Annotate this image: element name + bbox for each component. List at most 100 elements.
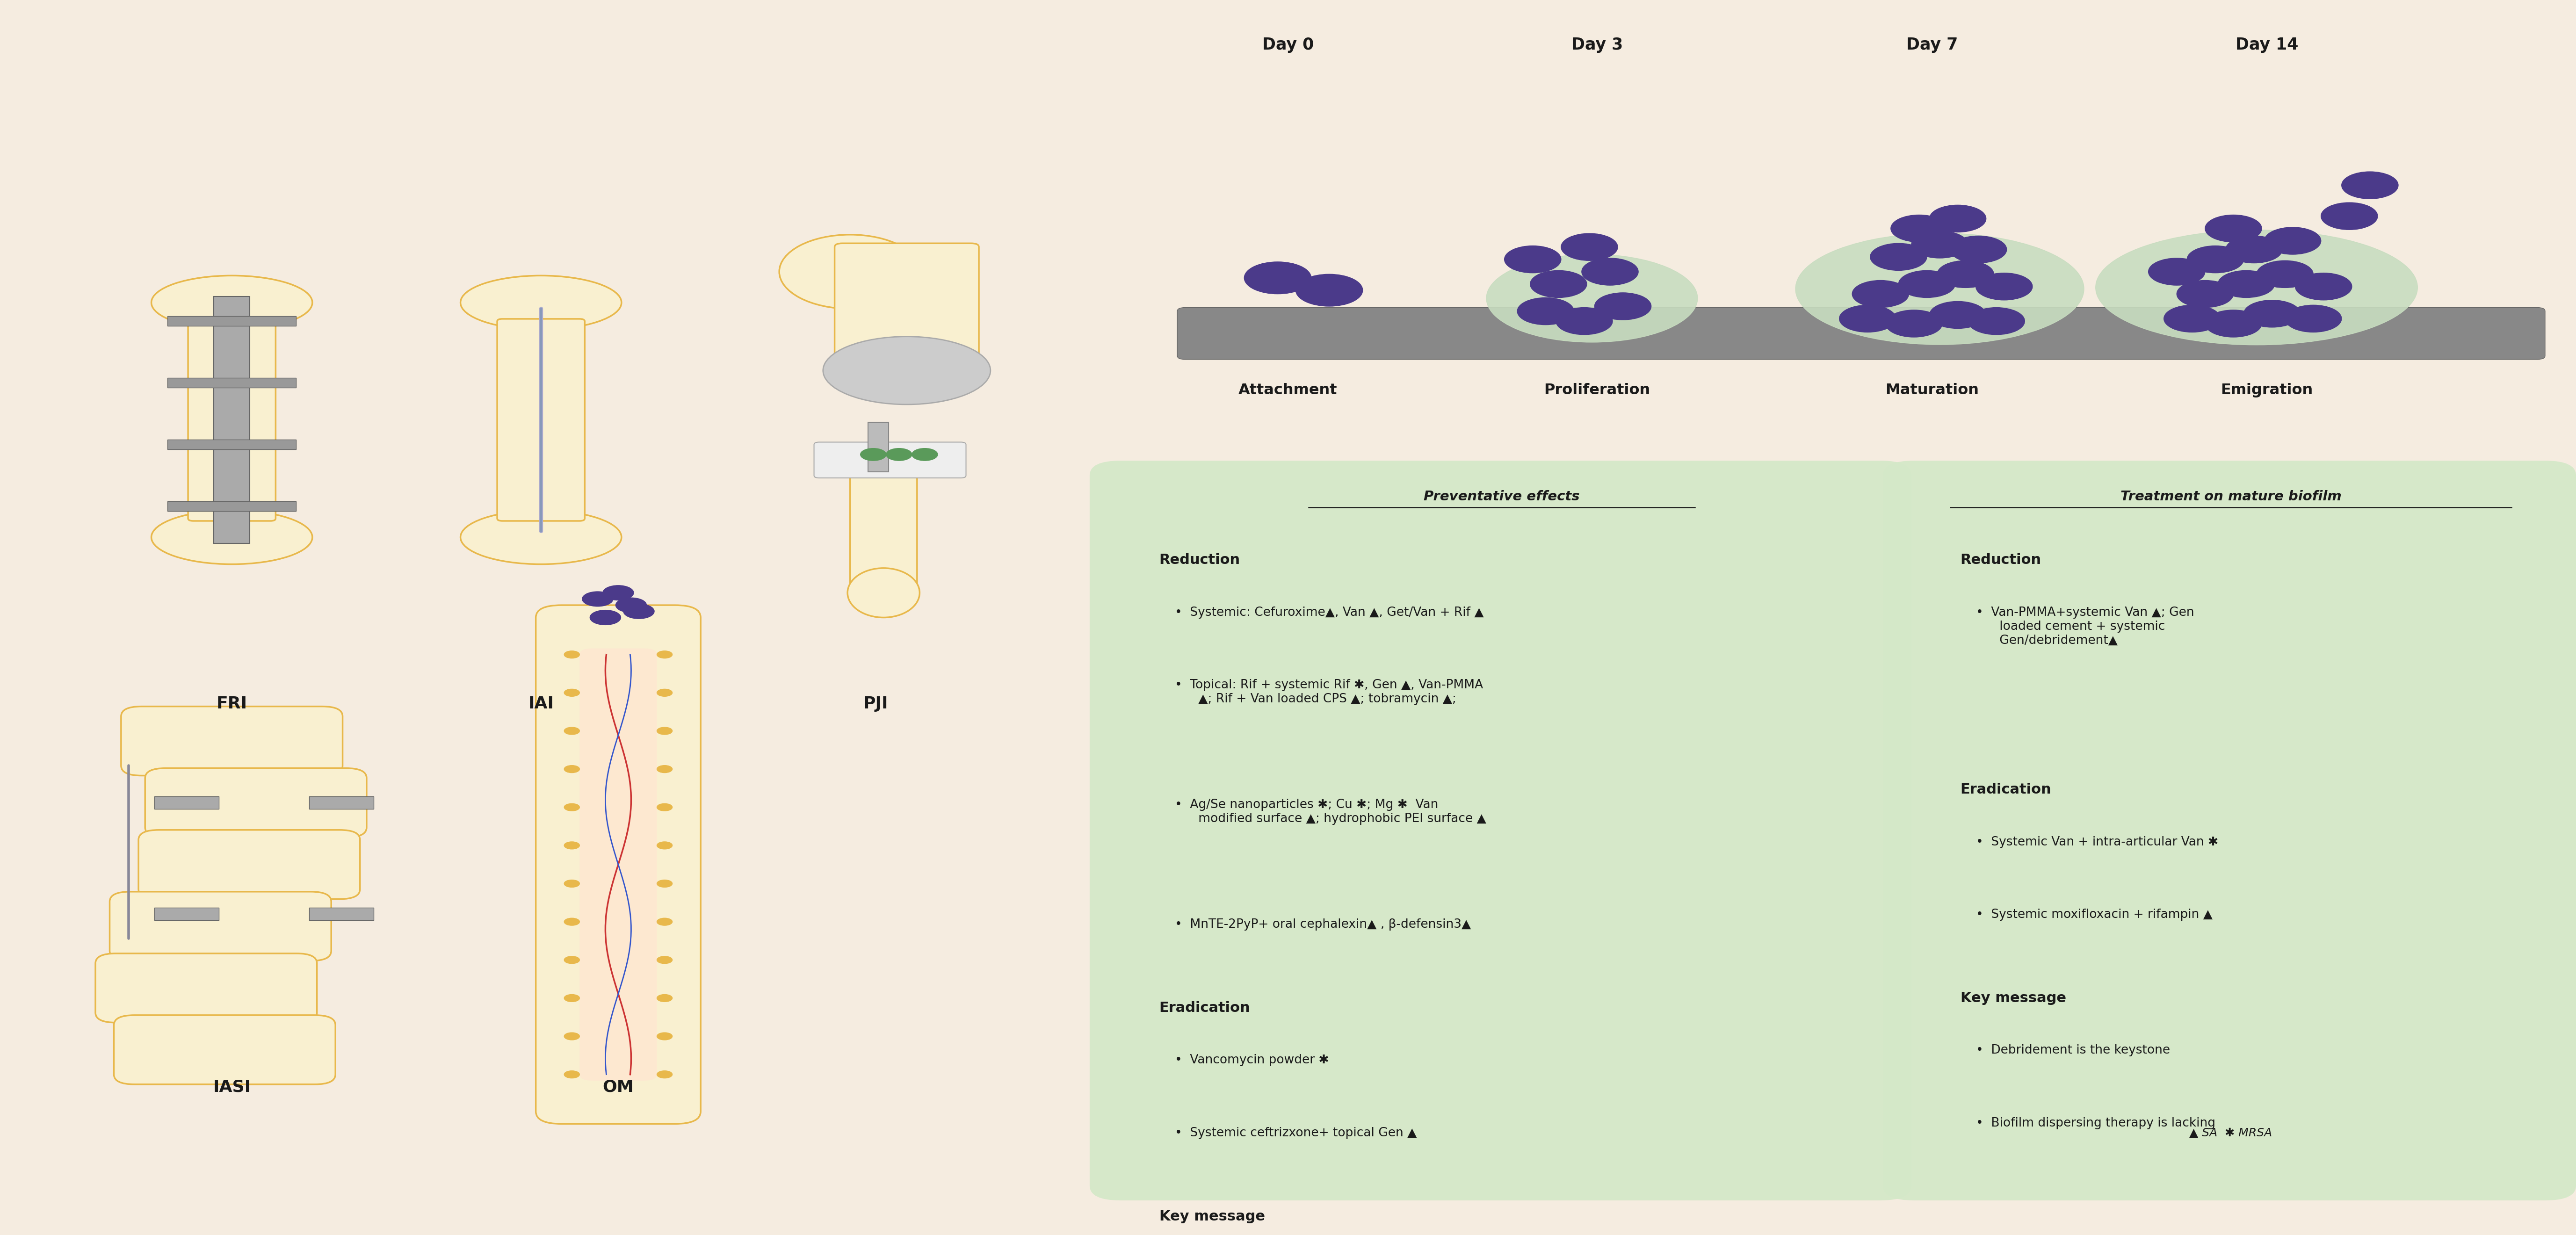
FancyBboxPatch shape (144, 768, 366, 837)
Circle shape (2321, 203, 2378, 230)
Text: •  Systemic Van + intra-articular Van ✱: • Systemic Van + intra-articular Van ✱ (1976, 836, 2218, 848)
Circle shape (564, 1071, 580, 1078)
Ellipse shape (2097, 230, 2416, 345)
Ellipse shape (778, 235, 922, 309)
Circle shape (1504, 246, 1561, 273)
Text: •  MnTE-2PyP+ oral cephalexin▲ , β-defensin3▲: • MnTE-2PyP+ oral cephalexin▲ , β-defens… (1175, 919, 1471, 931)
Text: Day 7: Day 7 (1906, 37, 1958, 53)
Bar (167, 440, 296, 450)
Ellipse shape (152, 275, 312, 330)
Text: Attachment: Attachment (1239, 383, 1337, 398)
Circle shape (912, 448, 938, 461)
Text: ▲ SA  ✱ MRSA: ▲ SA ✱ MRSA (2190, 1128, 2272, 1139)
Circle shape (1968, 308, 2025, 335)
Circle shape (657, 956, 672, 963)
Circle shape (657, 651, 672, 658)
Circle shape (657, 804, 672, 811)
Circle shape (582, 592, 613, 606)
Text: Treatment on mature biofilm: Treatment on mature biofilm (2120, 490, 2342, 504)
Text: Key message: Key message (1159, 1209, 1265, 1223)
Circle shape (1976, 273, 2032, 300)
Circle shape (1891, 215, 1947, 242)
FancyBboxPatch shape (139, 830, 361, 899)
Bar (155, 797, 219, 809)
Circle shape (2285, 305, 2342, 332)
Ellipse shape (461, 275, 621, 330)
Bar (167, 316, 296, 326)
Circle shape (860, 448, 886, 461)
Text: •  Vancomycin powder ✱: • Vancomycin powder ✱ (1175, 1055, 1329, 1066)
Text: •  Ag/Se nanoparticles ✱; Cu ✱; Mg ✱  Van
      modified surface ▲; hydrophobic : • Ag/Se nanoparticles ✱; Cu ✱; Mg ✱ Van … (1175, 799, 1486, 825)
Circle shape (1929, 301, 1986, 329)
Ellipse shape (461, 510, 621, 564)
Circle shape (564, 1032, 580, 1040)
Text: •  Debridement is the keystone: • Debridement is the keystone (1976, 1045, 2169, 1057)
Text: Day 3: Day 3 (1571, 37, 1623, 53)
Circle shape (1296, 274, 1363, 306)
Text: •  Systemic ceftrizxone+ topical Gen ▲: • Systemic ceftrizxone+ topical Gen ▲ (1175, 1126, 1417, 1139)
Circle shape (1595, 293, 1651, 320)
Circle shape (657, 1071, 672, 1078)
Circle shape (657, 879, 672, 887)
Bar (309, 908, 374, 920)
Bar (167, 378, 296, 388)
Circle shape (657, 689, 672, 697)
Text: Reduction: Reduction (1960, 553, 2040, 567)
Circle shape (2205, 310, 2262, 337)
Circle shape (564, 918, 580, 925)
FancyBboxPatch shape (95, 953, 317, 1023)
FancyBboxPatch shape (1090, 461, 1911, 1200)
Bar (868, 422, 889, 472)
Text: FRI: FRI (216, 697, 247, 711)
Circle shape (1899, 270, 1955, 298)
Circle shape (2148, 258, 2205, 285)
Circle shape (564, 879, 580, 887)
Text: IAI: IAI (528, 697, 554, 711)
Text: •  Topical: Rif + systemic Rif ✱, Gen ▲, Van-PMMA
      ▲; Rif + Van loaded CPS : • Topical: Rif + systemic Rif ✱, Gen ▲, … (1175, 679, 1484, 705)
Ellipse shape (1486, 254, 1698, 342)
FancyBboxPatch shape (814, 442, 966, 478)
Circle shape (590, 610, 621, 625)
Circle shape (657, 1032, 672, 1040)
Circle shape (1582, 258, 1638, 285)
Bar (214, 296, 250, 543)
Text: Preventative effects: Preventative effects (1425, 490, 1579, 504)
Text: Day 0: Day 0 (1262, 37, 1314, 53)
Circle shape (1870, 243, 1927, 270)
FancyBboxPatch shape (850, 467, 917, 595)
FancyBboxPatch shape (121, 706, 343, 776)
Circle shape (2164, 305, 2221, 332)
Text: Emigration: Emigration (2221, 383, 2313, 398)
Circle shape (1517, 298, 1574, 325)
Circle shape (564, 842, 580, 850)
FancyBboxPatch shape (113, 1015, 335, 1084)
Circle shape (2257, 261, 2313, 288)
Circle shape (564, 804, 580, 811)
Circle shape (2342, 172, 2398, 199)
Circle shape (623, 604, 654, 619)
Circle shape (564, 651, 580, 658)
Text: •  Systemic: Cefuroxime▲, Van ▲, Get/Van + Rif ▲: • Systemic: Cefuroxime▲, Van ▲, Get/Van … (1175, 606, 1484, 619)
Ellipse shape (848, 568, 920, 618)
Circle shape (657, 918, 672, 925)
Circle shape (1911, 231, 1968, 258)
Bar (167, 501, 296, 511)
Ellipse shape (1795, 233, 2084, 345)
Circle shape (1886, 310, 1942, 337)
Circle shape (1839, 305, 1896, 332)
Circle shape (1852, 280, 1909, 308)
Text: IASI: IASI (214, 1079, 250, 1094)
Circle shape (1929, 205, 1986, 232)
Circle shape (657, 994, 672, 1002)
FancyBboxPatch shape (835, 243, 979, 374)
Bar (155, 908, 219, 920)
Circle shape (2244, 300, 2300, 327)
Text: •  Van-PMMA+systemic Van ▲; Gen
      loaded cement + systemic
      Gen/debride: • Van-PMMA+systemic Van ▲; Gen loaded ce… (1976, 606, 2195, 647)
Circle shape (564, 766, 580, 773)
FancyBboxPatch shape (1177, 308, 2545, 359)
Circle shape (657, 766, 672, 773)
Text: OM: OM (603, 1079, 634, 1094)
Text: •  Systemic moxifloxacin + rifampin ▲: • Systemic moxifloxacin + rifampin ▲ (1976, 909, 2213, 921)
Text: Reduction: Reduction (1159, 553, 1239, 567)
Bar (309, 797, 374, 809)
